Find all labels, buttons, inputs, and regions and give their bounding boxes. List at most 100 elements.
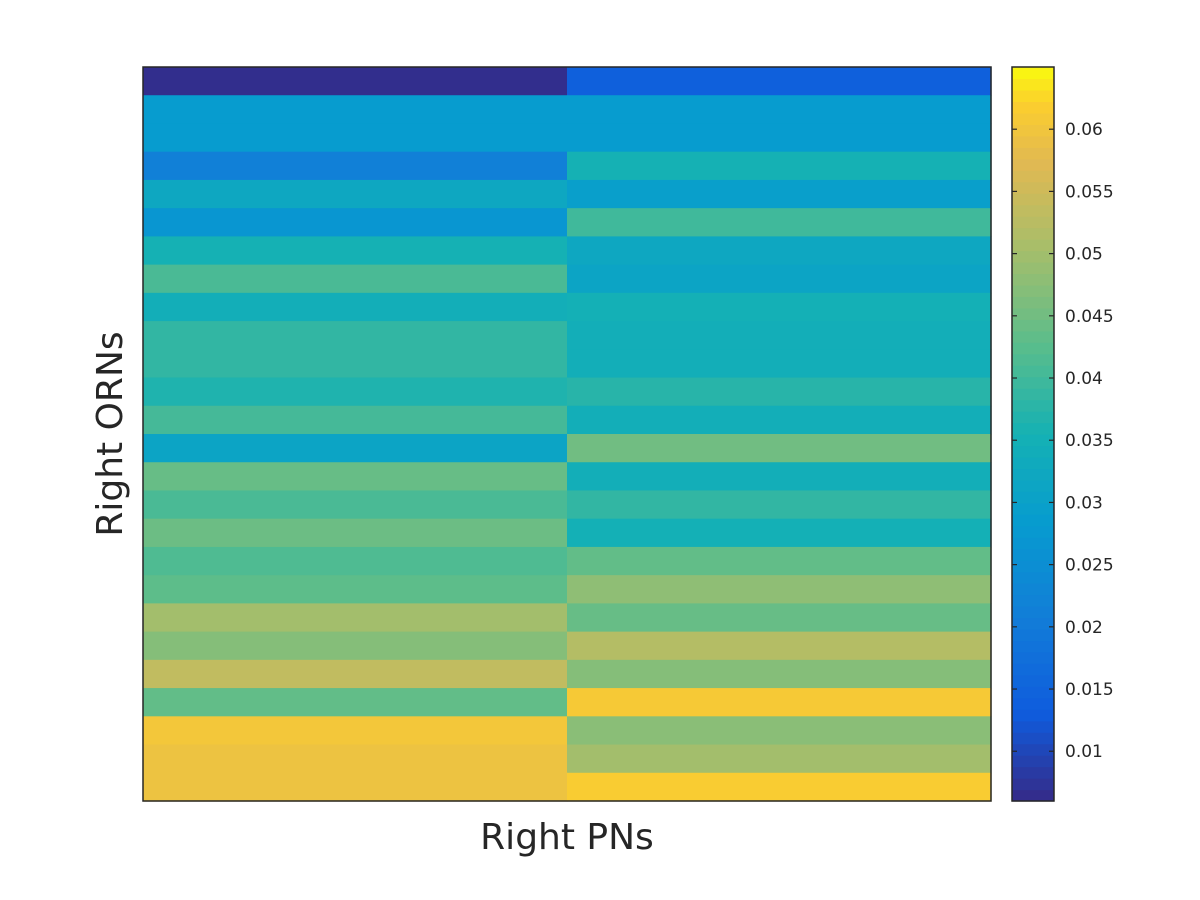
heatmap-cell (143, 688, 568, 717)
heatmap-cell (567, 321, 992, 350)
heatmap-cell (143, 490, 568, 520)
heatmap-cell (567, 292, 992, 322)
colorbar-step (1012, 697, 1054, 710)
heatmap-cell (567, 179, 992, 209)
colorbar-step (1012, 789, 1054, 802)
heatmap-cell (567, 349, 992, 379)
heatmap-cell (143, 518, 568, 548)
heatmap-cell (567, 546, 992, 576)
colorbar-step (1012, 502, 1054, 515)
heatmap-cell (143, 575, 568, 604)
heatmap-cell (567, 377, 992, 407)
heatmap-cell (567, 405, 992, 435)
colorbar-step (1012, 204, 1054, 217)
colorbar-step (1012, 686, 1054, 699)
heatmap-cell (567, 772, 992, 802)
colorbar-step (1012, 491, 1054, 504)
colorbar-step (1012, 250, 1054, 263)
colorbar-step (1012, 170, 1054, 183)
colorbar-step (1012, 319, 1054, 332)
heatmap-cell (567, 208, 992, 237)
colorbar-step (1012, 537, 1054, 550)
colorbar-step (1012, 307, 1054, 320)
colorbar-step (1012, 399, 1054, 412)
colorbar-step (1012, 101, 1054, 114)
colorbar-gradient (1012, 67, 1054, 802)
heatmap-cell (143, 264, 568, 294)
heatmap-cell (143, 716, 568, 746)
colorbar-step (1012, 284, 1054, 297)
y-axis-label: Right ORNs (90, 331, 131, 536)
colorbar-step (1012, 112, 1054, 125)
heatmap-cell (567, 716, 992, 746)
colorbar-step (1012, 755, 1054, 768)
heatmap-cell (567, 631, 992, 661)
heatmap-cell (567, 236, 992, 266)
colorbar-step (1012, 124, 1054, 137)
colorbar-step (1012, 158, 1054, 171)
colorbar-tick-label: 0.01 (1065, 742, 1103, 762)
colorbar-step (1012, 89, 1054, 103)
heatmap-cell (567, 603, 992, 633)
colorbar-step (1012, 778, 1054, 791)
heatmap-cell (143, 179, 568, 209)
heatmap-cell (143, 208, 568, 237)
colorbar-ticks: 0.01 0.015 0.02 0.025 0.03 0.035 0.04 0.045 0.05… (1012, 120, 1114, 762)
heatmap-cell (143, 631, 568, 661)
heatmap-cell (143, 603, 568, 633)
heatmap-cell (143, 151, 568, 181)
colorbar-frame (1011, 66, 1055, 802)
colorbar-step (1012, 617, 1054, 630)
colorbar-step (1012, 434, 1054, 447)
colorbar-step (1012, 743, 1054, 756)
heatmap-cell (143, 292, 568, 322)
x-axis-label: Right PNs (480, 817, 654, 858)
heatmap-cell (143, 772, 568, 802)
colorbar-tick-label: 0.05 (1065, 245, 1103, 265)
colorbar-tick-label: 0.015 (1065, 680, 1114, 700)
colorbar-tick-label: 0.035 (1065, 431, 1114, 451)
colorbar-step (1012, 709, 1054, 722)
heatmap-cells (143, 67, 992, 802)
colorbar-step (1012, 594, 1054, 607)
colorbar-step (1012, 181, 1054, 194)
heatmap-cell (143, 349, 568, 379)
heatmap-cell (567, 67, 992, 96)
colorbar-step (1012, 628, 1054, 642)
colorbar-step (1012, 560, 1054, 573)
heatmap-cell (567, 95, 992, 125)
colorbar-step (1012, 720, 1054, 733)
colorbar-step (1012, 239, 1054, 252)
heatmap-cell (143, 659, 568, 689)
heatmap-cell (567, 490, 992, 520)
heatmap-cell (567, 462, 992, 492)
colorbar-step (1012, 376, 1054, 389)
heatmap-cell (143, 236, 568, 266)
heatmap-cell (567, 151, 992, 181)
colorbar-step (1012, 766, 1054, 779)
heatmap-cell (143, 377, 568, 407)
colorbar-step (1012, 261, 1054, 275)
colorbar-tick-label: 0.03 (1065, 493, 1103, 513)
colorbar-tick-label: 0.06 (1065, 120, 1103, 140)
heatmap-cell (567, 434, 992, 463)
colorbar-step (1012, 193, 1054, 206)
heatmap-cell (567, 264, 992, 294)
colorbar-step (1012, 514, 1054, 527)
colorbar-step (1012, 674, 1054, 687)
heatmap-cell (567, 575, 992, 604)
colorbar-step (1012, 67, 1054, 80)
colorbar-step (1012, 411, 1054, 424)
colorbar-step (1012, 548, 1054, 561)
colorbar-step (1012, 273, 1054, 286)
plot-frame (142, 66, 992, 802)
colorbar-step (1012, 353, 1054, 366)
colorbar-step (1012, 525, 1054, 538)
heatmap-cell (143, 546, 568, 576)
colorbar-step (1012, 571, 1054, 584)
heatmap-cell (143, 95, 568, 125)
colorbar-step (1012, 422, 1054, 435)
colorbar-step (1012, 479, 1054, 492)
colorbar-step (1012, 388, 1054, 401)
